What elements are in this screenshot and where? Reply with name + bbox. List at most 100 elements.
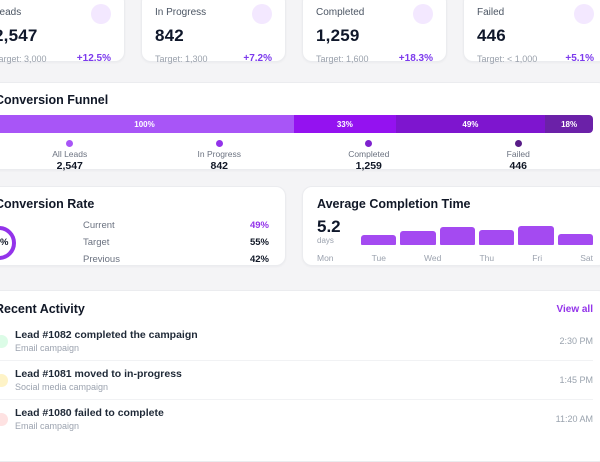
rate-row: Previous 42% <box>83 251 269 268</box>
axis-label: Fri <box>532 253 543 263</box>
stat-trend: +12.5% <box>76 53 111 64</box>
activity-status-icon <box>0 334 8 348</box>
funnel-legend: All Leads 2,547 In Progress 842 Complete… <box>0 140 593 172</box>
stat-target: Target: 1,300 <box>155 53 208 64</box>
rate-value: 55% <box>249 237 269 248</box>
activity-row[interactable]: Lead #1080 failed to complete Email camp… <box>0 400 593 438</box>
activity-status-icon <box>0 373 8 387</box>
stat-label: Completed <box>316 7 365 18</box>
stage-value: 446 <box>509 160 528 172</box>
stat-target: Target: 1,600 <box>316 53 369 64</box>
completed-icon <box>413 4 433 24</box>
stat-cards-row: Leads 2,547 Target: 3,000 +12.5% In Prog… <box>0 0 600 64</box>
stat-card-leads: Leads 2,547 Target: 3,000 +12.5% <box>0 0 125 64</box>
activity-row[interactable]: Lead #1081 moved to in-progress Social m… <box>0 361 593 400</box>
stat-value: 842 <box>155 26 184 45</box>
avg-days-value: 5.2 <box>317 217 341 236</box>
activity-time: 11:20 AM <box>555 414 593 424</box>
day-axis-labels: Mon Tue Wed Thu Fri Sat <box>317 253 593 263</box>
stat-value: 2,547 <box>0 26 38 45</box>
funnel-bar: 100% 33% 49% 18% <box>0 115 593 133</box>
leads-icon <box>91 4 111 24</box>
completion-time-bars <box>361 219 593 245</box>
stage-dot-icon <box>514 140 522 147</box>
funnel-title: Conversion Funnel <box>0 93 109 107</box>
funnel-stage: In Progress 842 <box>145 140 295 172</box>
funnel-segment: 49% <box>395 115 546 133</box>
stage-label: All Leads <box>52 149 88 159</box>
rate-value: 42% <box>249 254 269 265</box>
activity-subtitle: Social media campaign <box>15 382 109 392</box>
axis-label: Tue <box>371 253 386 263</box>
view-all-link[interactable]: View all <box>556 303 593 315</box>
recent-activity-card: Recent Activity View all Lead #1082 comp… <box>0 290 600 462</box>
stage-dot-icon <box>215 140 223 147</box>
funnel-segment: 33% <box>294 115 396 133</box>
activity-list: Lead #1082 completed the campaign Email … <box>0 322 593 438</box>
funnel-segment: 18% <box>545 115 593 133</box>
activity-row[interactable]: Lead #1082 completed the campaign Email … <box>0 322 593 361</box>
in-progress-icon <box>252 4 272 24</box>
bar-thu <box>478 230 515 245</box>
stat-card-completed: Completed 1,259 Target: 1,600 +18.3% <box>302 0 447 64</box>
bar-fri <box>518 226 554 245</box>
rate-row: Target 55% <box>83 234 269 251</box>
stat-target: Target: 3,000 <box>0 53 47 64</box>
conversion-funnel-card: Conversion Funnel 100% 33% 49% 18% All L… <box>0 82 600 172</box>
stage-dot-icon <box>66 140 74 147</box>
activity-title: Lead #1080 failed to complete <box>15 407 164 419</box>
conversion-rate-title: Conversion Rate <box>0 197 95 211</box>
stat-label: In Progress <box>155 7 207 18</box>
axis-label: Mon <box>317 253 334 263</box>
stat-value: 1,259 <box>316 26 360 45</box>
bar-wed <box>439 227 475 245</box>
bar-sat <box>557 234 593 245</box>
axis-label: Sat <box>580 253 593 263</box>
stage-dot-icon <box>365 140 373 147</box>
funnel-stage: Completed 1,259 <box>294 140 444 172</box>
stage-value: 1,259 <box>355 160 382 172</box>
funnel-stage: All Leads 2,547 <box>0 140 145 172</box>
rate-label: Previous <box>83 254 120 265</box>
funnel-segment: 100% <box>0 115 294 133</box>
activity-title: Lead #1081 moved to in-progress <box>15 368 182 380</box>
stat-label: Leads <box>0 7 22 18</box>
stage-value: 842 <box>210 160 229 172</box>
activity-subtitle: Email campaign <box>15 421 80 431</box>
stat-card-failed: Failed 446 Target: < 1,000 +5.1% <box>463 0 600 64</box>
stat-trend: +5.1% <box>565 53 594 64</box>
funnel-stage: Failed 446 <box>444 140 594 172</box>
stat-value: 446 <box>477 26 506 45</box>
bar-mon <box>361 234 397 245</box>
stage-label: Completed <box>348 149 390 159</box>
activity-title: Lead #1082 completed the campaign <box>15 329 198 341</box>
rate-value: 49% <box>249 220 269 231</box>
activity-time: 2:30 PM <box>559 336 593 346</box>
recent-activity-title: Recent Activity <box>0 302 85 316</box>
activity-time: 1:45 PM <box>559 375 593 385</box>
stat-card-in-progress: In Progress 842 Target: 1,300 +7.2% <box>141 0 286 64</box>
rate-list: Current 49% Target 55% Previous 42% <box>83 217 269 268</box>
stat-trend: +18.3% <box>398 53 433 64</box>
failed-icon <box>574 4 594 24</box>
stat-label: Failed <box>477 7 505 18</box>
stat-target: Target: < 1,000 <box>477 53 538 64</box>
stat-trend: +7.2% <box>243 53 272 64</box>
activity-subtitle: Email campaign <box>15 343 80 353</box>
stage-value: 2,547 <box>56 160 83 172</box>
stage-label: Failed <box>506 149 530 159</box>
axis-label: Thu <box>479 253 495 263</box>
bar-tue <box>400 231 436 245</box>
avg-days-unit: days <box>317 236 334 245</box>
activity-status-icon <box>0 412 8 426</box>
rate-row: Current 49% <box>83 217 269 234</box>
rate-label: Current <box>83 220 115 231</box>
avg-completion-card: Average Completion Time 5.2 days Mon Tue <box>302 186 600 266</box>
stage-label: In Progress <box>197 149 241 159</box>
avg-days-figure: 5.2 days <box>317 218 357 245</box>
axis-label: Wed <box>424 253 442 263</box>
donut-chart: 49% <box>0 225 16 260</box>
conversion-rate-card: Conversion Rate 49% Current 49% Target 5… <box>0 186 286 266</box>
rate-label: Target <box>83 237 110 248</box>
